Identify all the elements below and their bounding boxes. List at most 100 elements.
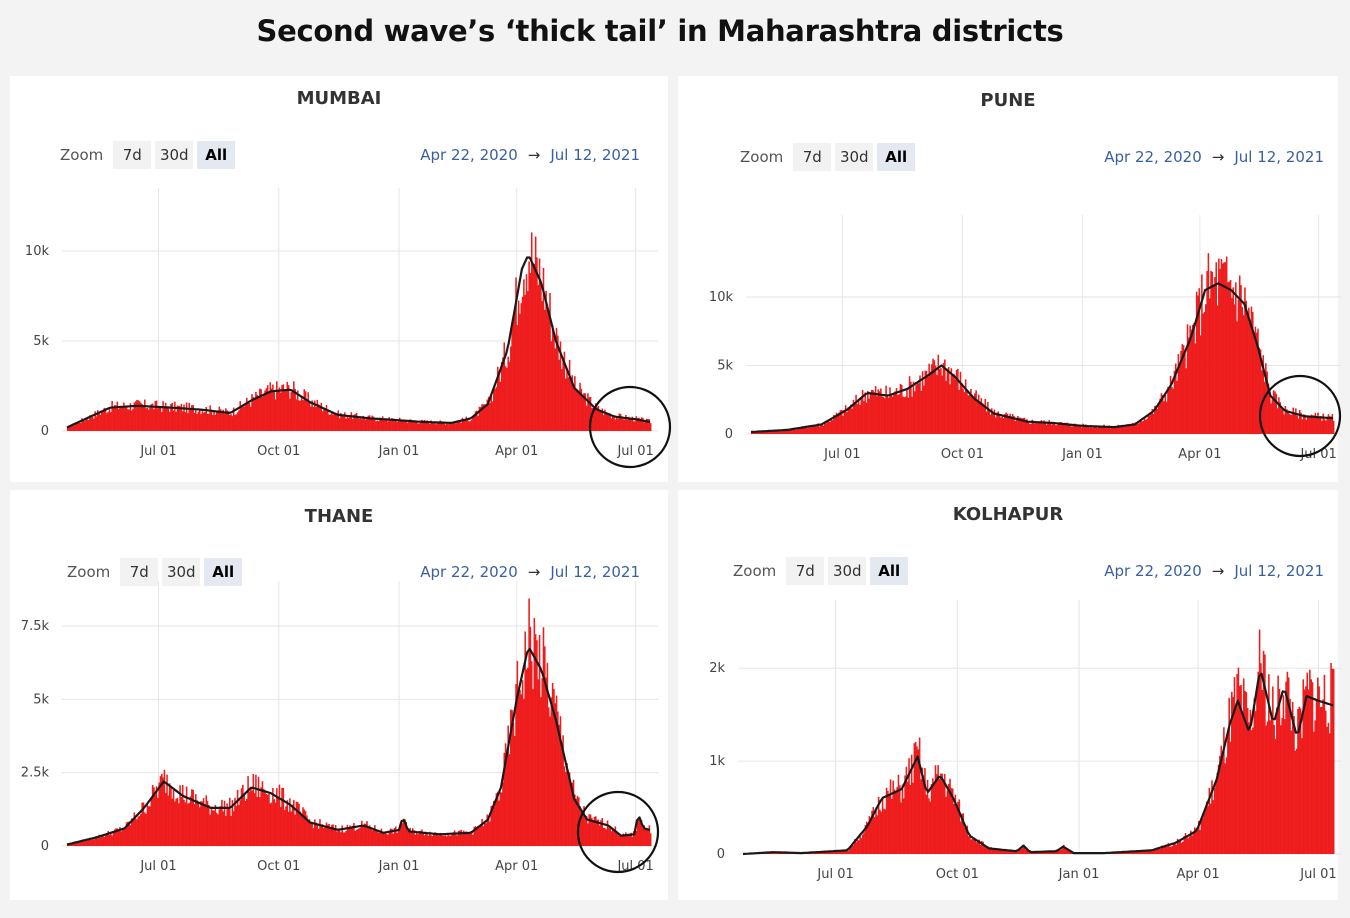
range-start[interactable]: Apr 22, 2020 (420, 146, 518, 164)
daily-bar (244, 403, 247, 431)
zoom-30d-button[interactable]: 30d (835, 143, 874, 171)
daily-bar (319, 819, 321, 846)
x-tick-label: Apr 01 (495, 859, 538, 874)
daily-bar (977, 841, 979, 854)
daily-bar (1040, 851, 1043, 854)
daily-bar (1137, 423, 1139, 434)
daily-bar (376, 830, 379, 846)
zoom-7d-button[interactable]: 7d (786, 557, 825, 585)
daily-bar (1319, 416, 1322, 434)
daily-bar (181, 411, 184, 431)
daily-bar (234, 414, 236, 431)
daily-bar (1225, 757, 1228, 854)
daily-bar (809, 427, 812, 434)
daily-bar (164, 402, 167, 431)
daily-bar (317, 404, 320, 431)
daily-bar (805, 426, 808, 434)
daily-bar (490, 394, 492, 431)
daily-bar (473, 414, 475, 431)
zoom-all-button[interactable]: All (870, 557, 909, 585)
daily-bar (389, 828, 392, 846)
daily-bar (1292, 407, 1295, 434)
daily-bar (591, 817, 593, 846)
daily-bar (213, 411, 215, 431)
daily-bar (498, 800, 500, 846)
daily-bar (776, 431, 779, 434)
daily-bar (349, 825, 351, 846)
daily-bar (172, 789, 175, 846)
daily-bar (150, 798, 153, 846)
daily-bar (472, 834, 474, 846)
daily-bar (73, 843, 75, 846)
zoom-7d-button[interactable]: 7d (113, 141, 152, 169)
daily-bar (132, 408, 134, 431)
range-start[interactable]: Apr 22, 2020 (1104, 148, 1202, 166)
daily-bar (574, 794, 576, 846)
zoom-7d-button[interactable]: 7d (793, 143, 832, 171)
daily-bar (418, 423, 421, 431)
zoom-30d-button[interactable]: 30d (828, 557, 867, 585)
daily-bar (1228, 281, 1231, 434)
daily-bar (444, 424, 447, 431)
daily-bar (379, 832, 381, 846)
daily-bar (884, 398, 886, 434)
daily-bar (1135, 422, 1138, 434)
daily-bar (178, 405, 180, 431)
daily-bar (1131, 851, 1134, 854)
daily-bar (495, 793, 498, 846)
daily-bar (829, 421, 831, 434)
daily-bar (1117, 424, 1120, 434)
zoom-7d-button[interactable]: 7d (120, 558, 159, 586)
daily-bar (411, 828, 414, 846)
daily-bar (1314, 412, 1317, 434)
daily-bar (951, 374, 954, 434)
daily-bar (647, 419, 649, 431)
daily-bar (909, 784, 912, 854)
daily-bar (898, 785, 901, 854)
daily-bar (618, 413, 621, 431)
range-end[interactable]: Jul 12, 2021 (550, 146, 640, 164)
daily-bar (415, 421, 418, 431)
range-start[interactable]: Apr 22, 2020 (1104, 562, 1202, 580)
daily-bar (303, 389, 306, 431)
daily-bar (1150, 850, 1152, 854)
daily-bar (320, 402, 323, 431)
range-arrow: → (527, 146, 541, 164)
daily-bar (1317, 677, 1319, 854)
daily-bar (832, 851, 835, 854)
daily-bar (176, 405, 179, 431)
zoom-30d-button[interactable]: 30d (162, 558, 201, 586)
daily-bar (508, 754, 511, 846)
daily-bar (534, 236, 537, 431)
range-end[interactable]: Jul 12, 2021 (1234, 148, 1324, 166)
daily-bar (1156, 848, 1159, 854)
daily-bar (986, 847, 988, 854)
daily-bar (944, 359, 946, 434)
daily-bar (350, 412, 353, 431)
daily-bar (1022, 847, 1024, 854)
daily-bar (950, 788, 953, 854)
zoom-all-button[interactable]: All (197, 141, 236, 169)
range-end[interactable]: Jul 12, 2021 (550, 563, 640, 581)
daily-bar (520, 694, 523, 846)
range-end[interactable]: Jul 12, 2021 (1234, 562, 1324, 580)
daily-bar (161, 773, 163, 846)
daily-bar (201, 411, 204, 431)
daily-bar (244, 800, 247, 846)
daily-bar (947, 783, 950, 854)
daily-bar (803, 426, 805, 434)
daily-bar (85, 418, 87, 431)
daily-bar (417, 423, 419, 431)
zoom-all-button[interactable]: All (204, 558, 243, 586)
daily-bar (179, 406, 181, 431)
daily-bar (1242, 678, 1245, 854)
daily-bar (596, 819, 598, 846)
daily-bar (337, 829, 340, 846)
daily-bar (870, 389, 873, 434)
zoom-controls: Zoom 7d 30d All (60, 141, 239, 169)
zoom-30d-button[interactable]: 30d (155, 141, 194, 169)
range-start[interactable]: Apr 22, 2020 (420, 563, 518, 581)
daily-bar (1069, 425, 1071, 434)
daily-bar (597, 819, 600, 846)
zoom-all-button[interactable]: All (877, 143, 916, 171)
